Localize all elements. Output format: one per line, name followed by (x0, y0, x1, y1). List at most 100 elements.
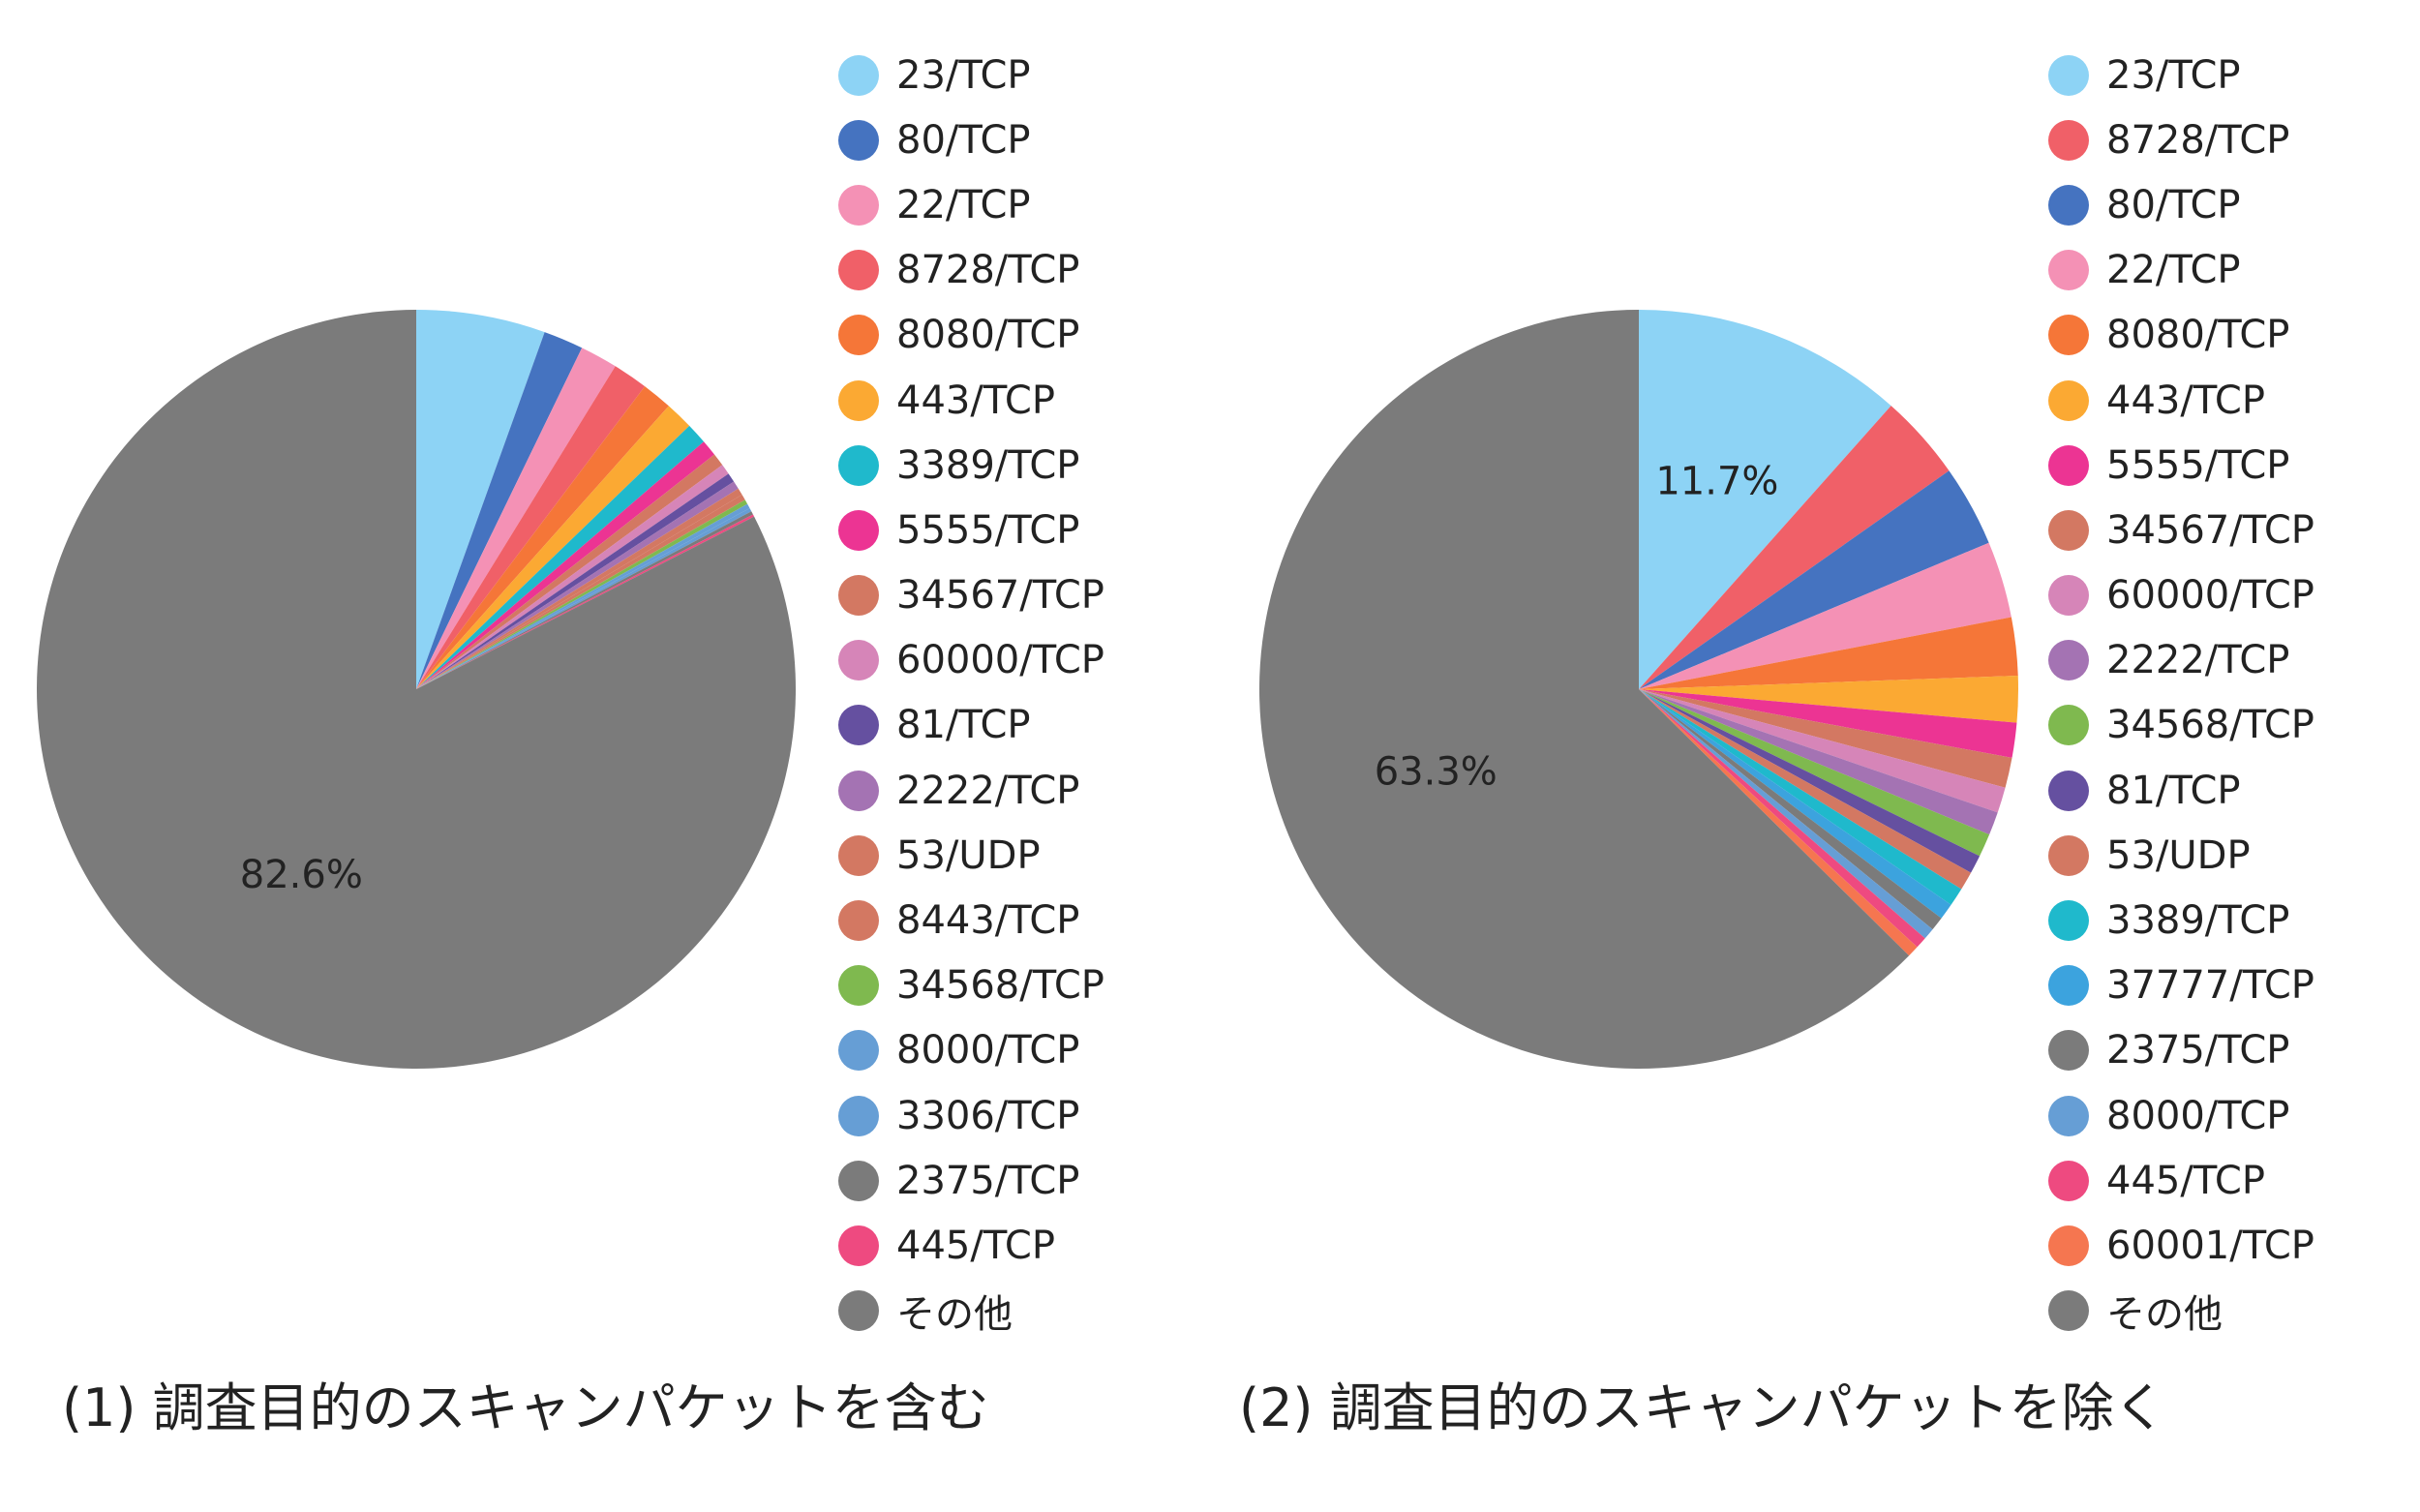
legend-swatch (838, 900, 879, 942)
legend-label: 80/TCP (896, 117, 1031, 163)
legend-label: 5555/TCP (2106, 442, 2290, 488)
legend-swatch (2048, 1225, 2089, 1266)
legend-swatch (2048, 184, 2089, 226)
legend-swatch (2048, 965, 2089, 1007)
legend-label: 2375/TCP (896, 1158, 1080, 1203)
legend-swatch (838, 1225, 879, 1266)
legend-swatch (838, 575, 879, 617)
legend-label: 443/TCP (2106, 378, 2265, 423)
legend-item: 5555/TCP (838, 498, 1104, 562)
legend-item: 34568/TCP (2048, 693, 2314, 758)
legend-item: その他 (2048, 1279, 2314, 1344)
pie-slice (1639, 689, 1933, 939)
legend-item: 53/UDP (838, 823, 1104, 888)
legend-item: 34567/TCP (838, 563, 1104, 628)
pie-slice (416, 495, 745, 689)
pie-slice (416, 503, 750, 689)
pie-slice (1639, 675, 2018, 723)
legend-label: 60001/TCP (2106, 1223, 2314, 1268)
legend-label: その他 (896, 1292, 1013, 1338)
legend-item: 8728/TCP (2048, 107, 2314, 172)
legend-1: 23/TCP 80/TCP 22/TCP 8728/TCP 8080/TCP 443/TC… (838, 43, 1104, 1344)
legend-item: 3306/TCP (838, 1083, 1104, 1148)
pie-slice (1259, 310, 1910, 1069)
legend-label: 3306/TCP (896, 1093, 1080, 1138)
pie-slice (1639, 617, 2018, 689)
legend-item: 53/UDP (2048, 823, 2314, 888)
legend-item: 34567/TCP (2048, 498, 2314, 562)
chart-caption-1: (1) 調査目的のスキャンパケットを含む (62, 1377, 989, 1438)
pie-slice (1639, 689, 1925, 948)
legend-swatch (2048, 1290, 2089, 1332)
legend-label: 8080/TCP (2106, 313, 2290, 358)
chart-caption-2: (2) 調査目的のスキャンパケットを除く (1239, 1377, 2166, 1438)
pie-slice (1639, 406, 1950, 689)
legend-item: 443/TCP (838, 368, 1104, 433)
legend-label: 2222/TCP (896, 768, 1080, 813)
legend-label: 23/TCP (2106, 52, 2241, 98)
legend-item: 443/TCP (2048, 368, 2314, 433)
legend-label: 8728/TCP (896, 248, 1080, 293)
legend-item: 8000/TCP (838, 1018, 1104, 1083)
legend-swatch (838, 509, 879, 551)
legend-swatch (2048, 834, 2089, 876)
legend-item: 445/TCP (2048, 1148, 2314, 1213)
legend-swatch (838, 379, 879, 421)
legend-label: 3389/TCP (2106, 898, 2290, 944)
legend-label: その他 (2106, 1292, 2223, 1338)
legend-label: 34567/TCP (896, 573, 1104, 619)
legend-label: 8000/TCP (2106, 1093, 2290, 1138)
legend-label: 445/TCP (896, 1223, 1055, 1268)
legend-item: 8728/TCP (838, 238, 1104, 303)
legend-label: 8080/TCP (896, 313, 1080, 358)
legend-label: 60000/TCP (2106, 573, 2314, 619)
pie-slice (1639, 689, 1998, 835)
pie-slice (416, 488, 742, 689)
legend-swatch (838, 770, 879, 811)
legend-label: 2222/TCP (2106, 638, 2290, 683)
legend-item: 80/TCP (2048, 172, 2314, 237)
legend-item: 80/TCP (838, 107, 1104, 172)
slice-data-label: 63.3% (1375, 750, 1497, 795)
pie-slice (416, 425, 705, 689)
pie-slice (37, 310, 797, 1069)
pie-slice (416, 465, 729, 689)
legend-label: 22/TCP (896, 182, 1031, 227)
legend-swatch (838, 1160, 879, 1201)
legend-swatch (2048, 900, 2089, 942)
pie-slice (416, 454, 723, 689)
legend-swatch (838, 250, 879, 291)
slice-data-label: 82.6% (240, 853, 363, 897)
pie-slice (1639, 689, 2017, 758)
legend-item: 8443/TCP (838, 888, 1104, 953)
legend-item: 2375/TCP (2048, 1018, 2314, 1083)
legend-label: 53/UDP (896, 832, 1041, 878)
slice-data-label: 11.7% (1655, 460, 1778, 504)
legend-swatch (838, 119, 879, 161)
legend-swatch (838, 1095, 879, 1136)
legend-swatch (2048, 250, 2089, 291)
pie-slice (1639, 542, 2012, 689)
pie-slice (1639, 689, 1942, 930)
legend-item: 2375/TCP (838, 1148, 1104, 1213)
legend-swatch (2048, 315, 2089, 356)
legend-item: 22/TCP (2048, 238, 2314, 303)
pie-slice (1639, 689, 1981, 873)
pie-chart-1: 82.6% (37, 310, 797, 1069)
legend-item: 445/TCP (838, 1213, 1104, 1278)
legend-label: 3389/TCP (896, 442, 1080, 488)
pie-slice (1639, 310, 1891, 689)
pie-slice (1639, 689, 1918, 956)
pie-slice (416, 366, 646, 689)
legend-label: 8000/TCP (896, 1028, 1080, 1074)
pie-slice (416, 473, 735, 689)
legend-item: 60001/TCP (2048, 1213, 2314, 1278)
legend-item: 5555/TCP (2048, 433, 2314, 498)
legend-item: 23/TCP (2048, 43, 2314, 107)
legend-swatch (2048, 509, 2089, 551)
legend-item: 8080/TCP (2048, 303, 2314, 368)
legend-item: その他 (838, 1279, 1104, 1344)
legend-item: 23/TCP (838, 43, 1104, 107)
chart-panel-2: 11.7% 63.3% 23/TCP 8728/TCP 80/TCP 22/TCP 808… (1210, 0, 2420, 1512)
legend-swatch (2048, 444, 2089, 486)
